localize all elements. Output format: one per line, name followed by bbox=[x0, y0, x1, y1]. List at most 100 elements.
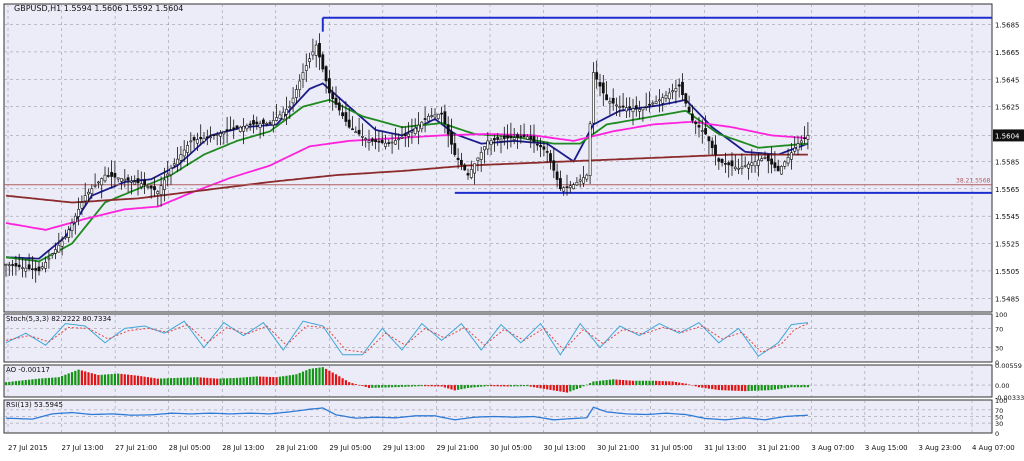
ao-bar bbox=[506, 385, 509, 387]
ao-bar bbox=[658, 380, 661, 386]
ao-bar bbox=[47, 377, 50, 386]
ao-bar bbox=[777, 385, 780, 390]
candle-body bbox=[608, 101, 612, 104]
price-tick-label: 1.5525 bbox=[995, 241, 1020, 249]
candle-body bbox=[714, 144, 717, 155]
candle-body bbox=[565, 186, 569, 188]
candle-body bbox=[169, 167, 173, 176]
ao-bar bbox=[265, 376, 268, 386]
candle-body bbox=[509, 135, 513, 139]
ao-bar bbox=[146, 377, 149, 386]
candle-body bbox=[450, 131, 453, 145]
candle-body bbox=[265, 123, 269, 125]
candle-body bbox=[291, 97, 295, 104]
candle-body bbox=[298, 80, 302, 90]
ma-line-ma-fast bbox=[5, 82, 809, 260]
candle-body bbox=[690, 113, 694, 121]
candle-body bbox=[403, 133, 407, 136]
candle-body bbox=[93, 185, 97, 187]
ao-bar bbox=[800, 385, 803, 388]
candle-body bbox=[163, 179, 166, 190]
candle-body bbox=[720, 159, 724, 163]
ao-bar bbox=[595, 381, 598, 386]
candle-body bbox=[740, 166, 744, 169]
ao-bar bbox=[80, 370, 83, 386]
ao-bar bbox=[453, 385, 456, 391]
candle-body bbox=[30, 268, 34, 271]
candle-body bbox=[337, 102, 341, 111]
candle-body bbox=[789, 152, 793, 160]
candle-body bbox=[704, 128, 708, 135]
ao-bar bbox=[11, 381, 14, 386]
ao-bar bbox=[631, 380, 635, 386]
candle-body bbox=[308, 58, 312, 62]
ao-bar bbox=[97, 375, 100, 386]
ao-bar bbox=[661, 381, 664, 386]
candle-body bbox=[522, 134, 526, 138]
candle-body bbox=[90, 188, 94, 194]
candle-body bbox=[799, 140, 803, 144]
ao-bar bbox=[671, 381, 674, 386]
ao-bar bbox=[532, 385, 536, 388]
level-lines[interactable]: 38.21.5568 bbox=[4, 16, 992, 194]
ao-bar bbox=[262, 376, 265, 386]
ao-bar bbox=[747, 385, 750, 392]
time-axis: 27 Jul 2015 27 Jul 13:00 27 Jul 21:00 28 Ju… bbox=[8, 444, 1015, 452]
ao-bar bbox=[618, 379, 621, 386]
candle-body bbox=[562, 187, 566, 192]
candle-body bbox=[621, 105, 625, 108]
candle-body bbox=[499, 138, 503, 142]
candle-body bbox=[700, 130, 704, 132]
candle-body bbox=[473, 163, 477, 174]
time-tick-label: 31 Jul 13:00 bbox=[704, 444, 746, 452]
candle-body bbox=[377, 140, 381, 143]
ao-bar bbox=[516, 385, 519, 387]
ao-bar bbox=[493, 385, 496, 387]
ao-bar bbox=[163, 378, 166, 386]
candle-body bbox=[304, 65, 308, 71]
ao-bar bbox=[806, 385, 809, 388]
candlesticks bbox=[4, 33, 810, 283]
candle-body bbox=[433, 114, 437, 118]
ao-bar bbox=[229, 378, 232, 386]
candle-body bbox=[519, 135, 523, 138]
ao-bar bbox=[565, 385, 569, 393]
candle-body bbox=[271, 120, 275, 126]
candle-body bbox=[374, 139, 378, 143]
candle-body bbox=[100, 178, 104, 186]
candle-body bbox=[770, 158, 774, 165]
candle-body bbox=[651, 102, 655, 105]
candle-body bbox=[641, 107, 645, 111]
ao-bar bbox=[648, 380, 651, 386]
ao-bar bbox=[724, 385, 727, 391]
ao-bar bbox=[569, 385, 572, 392]
ao-bar bbox=[24, 380, 27, 386]
ao-bar bbox=[592, 381, 595, 386]
ao-bar bbox=[100, 374, 103, 386]
ao-bar bbox=[160, 378, 163, 386]
candle-body bbox=[605, 94, 609, 101]
candle-body bbox=[780, 166, 783, 175]
ao-bar bbox=[169, 378, 173, 386]
ao-bar bbox=[546, 385, 549, 390]
ao-bar bbox=[295, 374, 298, 386]
ao-bar bbox=[361, 385, 364, 387]
candle-body bbox=[106, 175, 110, 177]
candle-body bbox=[17, 264, 21, 268]
ao-bar bbox=[417, 385, 420, 387]
candle-body bbox=[370, 138, 374, 142]
candle-body bbox=[502, 135, 506, 139]
ao-bar bbox=[31, 379, 34, 386]
ao-bar bbox=[391, 385, 394, 388]
rsi-line bbox=[5, 406, 808, 421]
candle-body bbox=[479, 151, 483, 160]
ao-bar bbox=[589, 383, 592, 386]
candle-body bbox=[681, 81, 684, 95]
candle-body bbox=[21, 267, 24, 269]
ao-bar bbox=[252, 376, 255, 386]
candle-body bbox=[116, 177, 120, 180]
ao-bar bbox=[103, 374, 107, 386]
stochastic-main-line bbox=[5, 320, 808, 357]
candle-body bbox=[588, 123, 592, 176]
